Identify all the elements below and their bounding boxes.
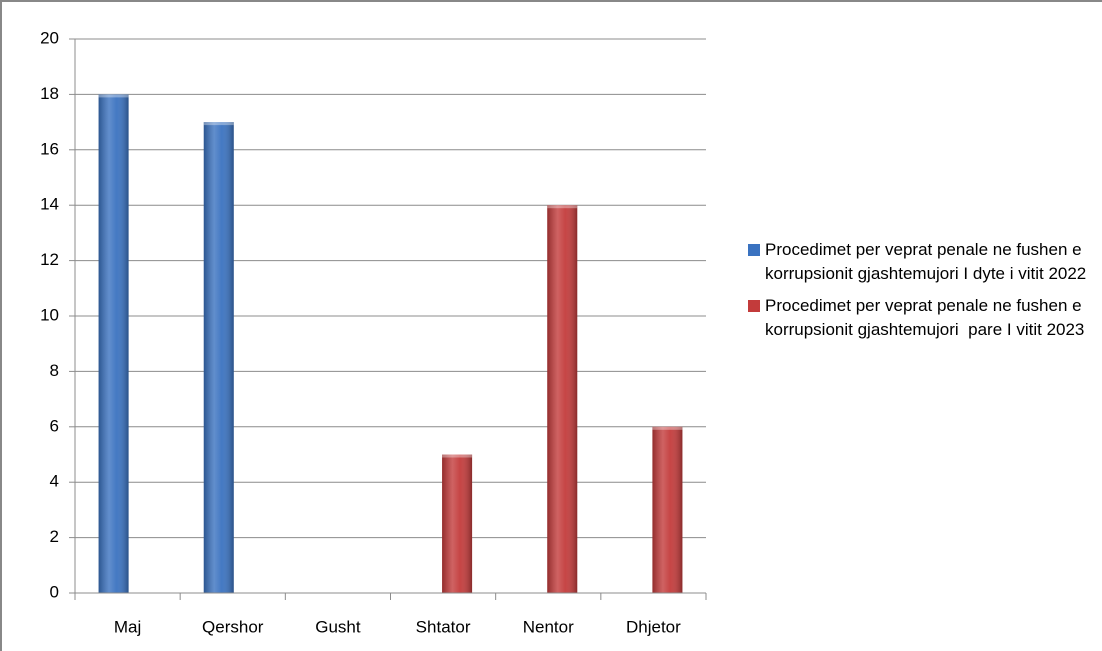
bar-shine xyxy=(203,122,234,593)
bar-cap xyxy=(98,94,129,98)
x-tick-label: Qershor xyxy=(202,617,264,636)
y-tick-label: 6 xyxy=(50,416,59,435)
y-tick-label: 12 xyxy=(40,250,59,269)
legend-entry: Procedimet per veprat penale ne fushen e… xyxy=(745,238,1095,286)
bar-shine xyxy=(547,205,578,593)
y-tick-label: 20 xyxy=(40,28,59,47)
bar-shine xyxy=(652,426,683,593)
x-tick-label: Nentor xyxy=(523,617,574,636)
bar-cap xyxy=(652,426,683,430)
y-tick-label: 16 xyxy=(40,139,59,158)
x-tick-label: Maj xyxy=(114,617,141,636)
x-tick-label: Gusht xyxy=(315,617,361,636)
legend-entry: Procedimet per veprat penale ne fushen e… xyxy=(745,294,1095,342)
legend: Procedimet per veprat penale ne fushen e… xyxy=(745,238,1095,350)
bar-cap xyxy=(547,205,578,209)
y-tick-label: 0 xyxy=(50,582,59,601)
bar-cap xyxy=(203,122,234,126)
legend-label: Procedimet per veprat penale ne fushen e… xyxy=(765,240,1087,283)
bar-shine xyxy=(98,94,129,594)
x-tick-label: Dhjetor xyxy=(626,617,681,636)
y-tick-label: 4 xyxy=(50,472,59,491)
y-tick-label: 2 xyxy=(50,527,59,546)
y-tick-label: 10 xyxy=(40,305,59,324)
legend-label: Procedimet per veprat penale ne fushen e… xyxy=(765,296,1087,339)
bar-cap xyxy=(442,454,473,458)
x-tick-label: Shtator xyxy=(416,617,471,636)
y-tick-label: 18 xyxy=(40,84,59,103)
legend-swatch xyxy=(748,300,760,312)
legend-swatch xyxy=(748,244,760,256)
bar-shine xyxy=(442,454,473,593)
y-tick-label: 8 xyxy=(50,361,59,380)
y-tick-label: 14 xyxy=(40,195,59,214)
